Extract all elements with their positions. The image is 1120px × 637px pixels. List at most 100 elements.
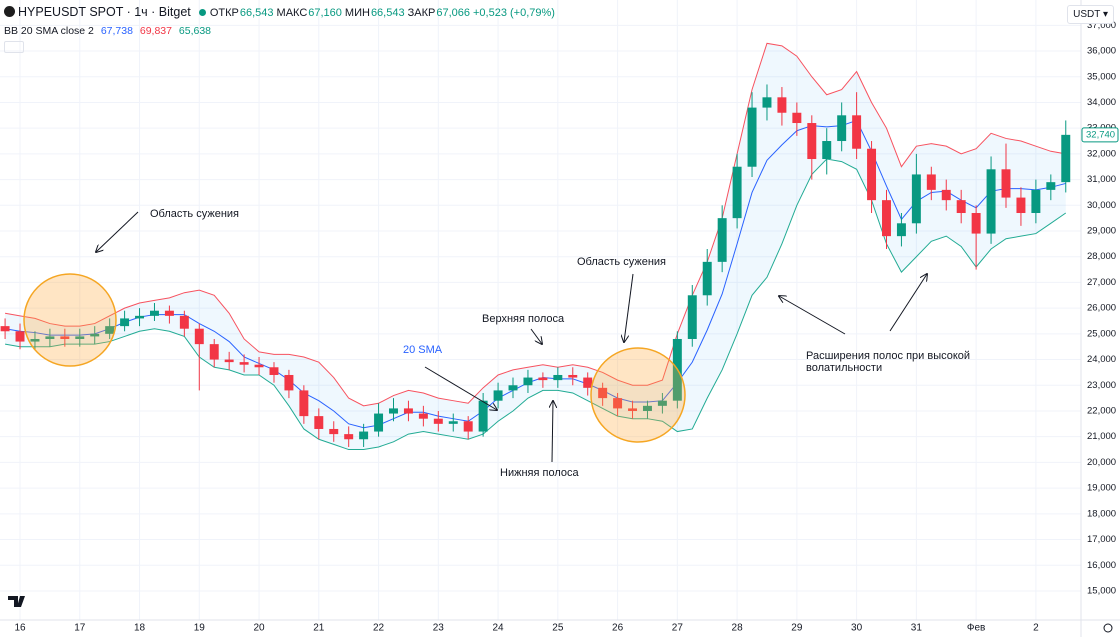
candle-body xyxy=(568,374,578,378)
candle-body xyxy=(732,166,742,219)
candle-body xyxy=(613,398,623,409)
collapse-button[interactable] xyxy=(4,41,24,53)
plot-area xyxy=(0,42,1071,451)
candle-body xyxy=(717,218,727,262)
candle-body xyxy=(374,413,384,432)
candle-body xyxy=(284,374,294,391)
ohlc-value: 66,543 xyxy=(239,7,274,19)
currency: USDT xyxy=(1073,9,1101,20)
ohlc-label: МИН xyxy=(344,7,370,19)
indicator-value: 67,738 xyxy=(100,25,133,37)
indicator-name[interactable]: BB 20 SMA close 2 xyxy=(4,25,94,37)
candle-body xyxy=(553,374,563,381)
candle-body xyxy=(448,421,458,424)
x-tick-label: 17 xyxy=(74,623,86,634)
candle-body xyxy=(598,387,608,399)
ohlc-value: 67,160 xyxy=(308,7,342,19)
candle-body xyxy=(1016,197,1026,214)
candle-body xyxy=(1061,134,1071,183)
header: HYPEUSDT SPOT · 1ч · Bitget ОТКР66,543 МА… xyxy=(4,5,558,19)
ohlc-label: МАКС xyxy=(276,7,308,19)
y-tick-label: 30,000 xyxy=(1087,200,1116,211)
y-tick-label: 37,000 xyxy=(1087,20,1116,31)
candle-body xyxy=(956,200,966,214)
candle-body xyxy=(493,390,503,401)
x-tick-label: 30 xyxy=(851,623,863,634)
candle-body xyxy=(1046,182,1056,190)
x-tick-label: 22 xyxy=(373,623,385,634)
candle-body xyxy=(30,338,40,342)
candle-body xyxy=(194,328,204,345)
candle-body xyxy=(896,223,906,237)
candle-body xyxy=(882,200,891,237)
status-dot xyxy=(198,9,206,16)
candle-body xyxy=(642,405,652,411)
candle-body xyxy=(209,344,219,360)
candle-body xyxy=(239,362,249,365)
candle-body xyxy=(941,189,951,201)
candle-body xyxy=(90,333,100,337)
annotation: Расширения полос при высокой xyxy=(806,350,970,362)
candle-body xyxy=(583,377,593,388)
y-tick-label: 21,000 xyxy=(1087,431,1116,442)
annotation: Область сужения xyxy=(150,208,239,220)
arrow xyxy=(624,273,634,342)
currency-select[interactable]: USDT ▾ xyxy=(1067,5,1114,24)
candle-body xyxy=(105,326,115,334)
symbol[interactable]: HYPEUSDT SPOT · 1ч · Bitget xyxy=(18,5,191,19)
ohlc-label: ЗАКР xyxy=(407,7,436,19)
highlight-circle xyxy=(23,273,117,367)
x-tick-label: Фев xyxy=(967,623,985,634)
price-tag-label: 32,740 xyxy=(1086,129,1115,140)
x-tick-label: 21 xyxy=(313,623,325,634)
candle-body xyxy=(926,174,936,190)
ohlc-value: 67,066 xyxy=(436,7,470,19)
candle-body xyxy=(60,336,70,339)
candle-body xyxy=(149,310,159,316)
candle-body xyxy=(628,408,638,411)
x-tick-label: 25 xyxy=(552,623,564,634)
candle-body xyxy=(911,174,921,224)
y-tick-label: 35,000 xyxy=(1087,71,1116,82)
tv-logo xyxy=(8,596,25,607)
candle-body xyxy=(463,421,473,432)
x-tick-label: 27 xyxy=(672,623,684,634)
candle-body xyxy=(179,315,189,329)
candle-body xyxy=(867,148,877,201)
ohlc-label: ОТКР xyxy=(209,7,239,19)
ohlc-value: 66,543 xyxy=(370,7,405,19)
x-tick-label: 23 xyxy=(433,623,445,634)
y-tick-label: 29,000 xyxy=(1087,226,1116,237)
band-middle-line xyxy=(4,119,1066,429)
candle-body xyxy=(135,315,145,319)
candle-body xyxy=(75,336,85,339)
candle-body xyxy=(344,434,354,440)
candle-body xyxy=(299,390,309,417)
annotation: 20 SMA xyxy=(403,344,443,356)
candle-body xyxy=(792,112,802,124)
candle-body xyxy=(523,377,533,386)
arrow xyxy=(424,366,497,410)
x-tick-label: 19 xyxy=(194,623,206,634)
annotation: Область сужения xyxy=(577,256,666,268)
candle-body xyxy=(687,295,697,339)
candle-body xyxy=(1031,189,1041,214)
candle-body xyxy=(164,310,174,316)
candle-body xyxy=(777,97,787,113)
x-tick-label: 16 xyxy=(14,623,26,634)
candle-body xyxy=(403,408,413,414)
candle-body xyxy=(762,97,772,108)
y-tick-label: 23,000 xyxy=(1087,380,1116,391)
band-lower-line xyxy=(4,158,1067,451)
x-tick-label: 26 xyxy=(612,623,624,634)
y-tick-label: 36,000 xyxy=(1087,46,1116,57)
indicator-legend: BB 20 SMA close 2 67,738 69,837 65,638 xyxy=(4,25,211,53)
candle-body xyxy=(418,413,428,419)
symbol-logo xyxy=(4,6,15,17)
indicator-value: 69,837 xyxy=(139,25,172,37)
candle-body xyxy=(702,261,712,296)
band-fill xyxy=(5,43,1066,450)
candle-body xyxy=(15,331,25,342)
settings-icon[interactable] xyxy=(1103,623,1113,633)
